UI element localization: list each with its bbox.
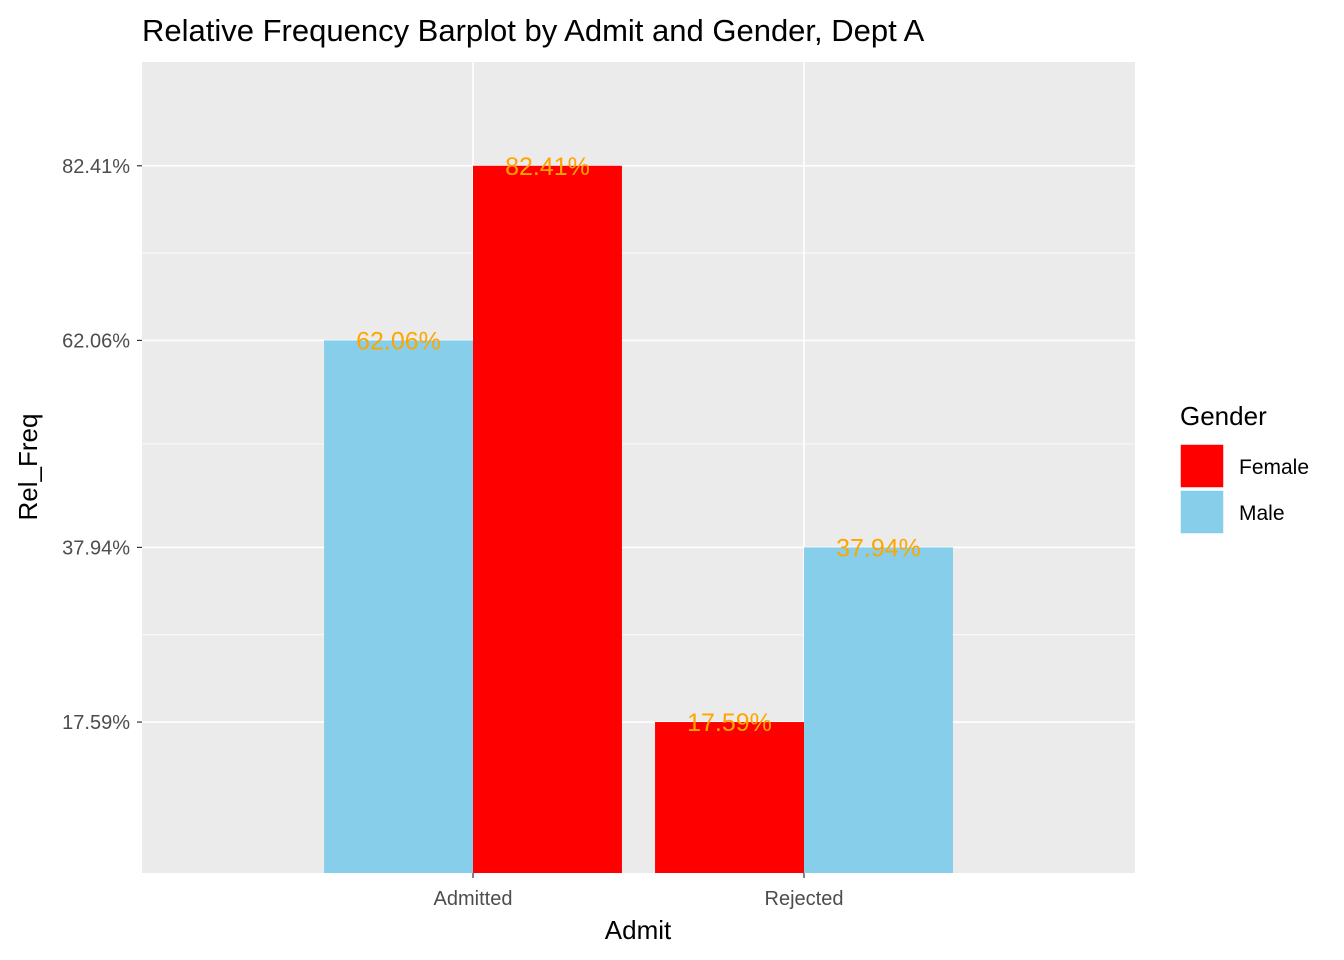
bar-admitted-male — [324, 340, 473, 874]
legend-title: Gender — [1180, 401, 1267, 431]
gridlines — [142, 62, 1135, 873]
x-axis: Admitted Rejected — [434, 873, 844, 910]
bar-rejected-female — [655, 722, 804, 873]
y-tick-label: 37.94% — [62, 537, 130, 559]
y-tick-label: 62.06% — [62, 330, 130, 352]
x-axis-title: Admit — [605, 915, 672, 945]
legend-label-female: Female — [1239, 456, 1309, 479]
legend: Gender Female Male — [1179, 401, 1309, 535]
data-label-admitted-male: 62.06% — [356, 327, 441, 355]
y-tick-label: 17.59% — [62, 712, 130, 734]
y-axis-title: Rel_Freq — [13, 414, 43, 521]
y-tick-label: 82.41% — [62, 156, 130, 178]
x-tick-label: Admitted — [434, 888, 513, 910]
bars-group — [324, 165, 953, 874]
data-label-rejected-female: 17.59% — [687, 709, 772, 737]
y-axis: 17.59% 37.94% 62.06% 82.41% — [62, 156, 142, 734]
plot-panel — [142, 62, 1135, 873]
x-tick-label: Rejected — [765, 888, 844, 910]
legend-key-male — [1179, 489, 1225, 535]
data-label-admitted-female: 82.41% — [505, 153, 590, 181]
legend-label-male: Male — [1239, 502, 1285, 525]
bar-rejected-male — [804, 547, 953, 873]
bar-admitted-female — [473, 165, 622, 873]
legend-key-female — [1179, 443, 1225, 489]
data-labels-group: 62.06% 82.41% 17.59% 37.94% — [356, 153, 921, 737]
data-label-rejected-male: 37.94% — [836, 534, 921, 562]
chart-title: Relative Frequency Barplot by Admit and … — [142, 13, 925, 48]
